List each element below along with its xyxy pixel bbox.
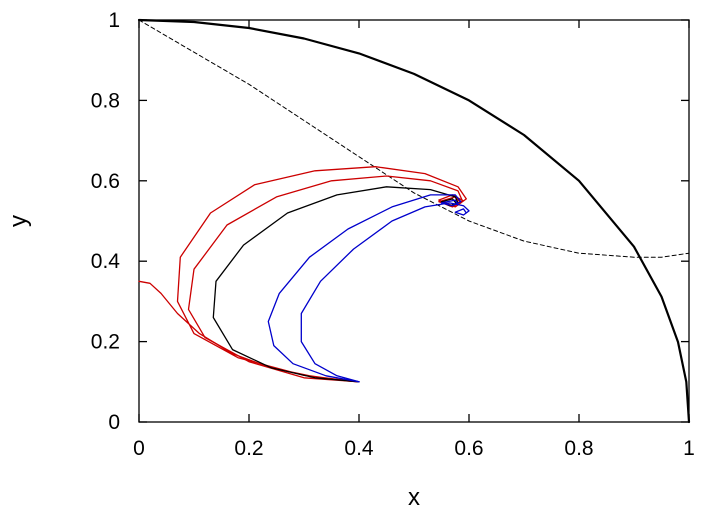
y-axis-title: y <box>5 215 32 227</box>
y-tick-label: 0.2 <box>91 331 120 354</box>
y-tick-label: 1 <box>108 9 120 32</box>
y-tick-label: 0.6 <box>91 170 120 193</box>
axis-ticks <box>138 19 690 423</box>
series-line-6 <box>267 194 462 383</box>
x-tick-label: 0.8 <box>564 437 593 460</box>
x-axis-title: x <box>408 484 420 511</box>
x-tick-label: 1 <box>683 437 695 460</box>
y-tick-labels: 0 0.2 0.4 0.6 0.8 1 <box>91 9 121 434</box>
series-group <box>137 18 691 424</box>
plot-frame <box>138 19 690 423</box>
y-tick-label: 0.4 <box>91 250 121 273</box>
series-line-2 <box>138 19 690 258</box>
x-tick-label: 0 <box>133 437 145 460</box>
x-tick-label: 0.2 <box>234 437 263 460</box>
y-tick-label: 0 <box>108 411 120 434</box>
series-line-7 <box>300 202 470 383</box>
x-tick-label: 0.6 <box>454 437 483 460</box>
series-line-4 <box>187 175 464 383</box>
series-line-5 <box>212 186 459 383</box>
y-tick-label: 0.8 <box>91 89 120 112</box>
x-tick-labels: 0 0.2 0.4 0.6 0.8 1 <box>133 437 695 460</box>
x-tick-label: 0.4 <box>344 437 374 460</box>
series-line-1 <box>137 18 691 424</box>
